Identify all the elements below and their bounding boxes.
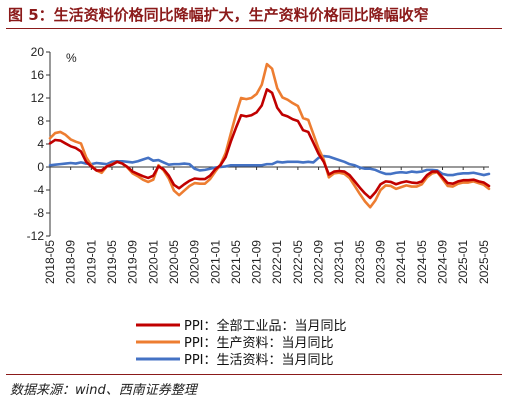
x-tick-label: 2020-09 <box>188 240 202 284</box>
data-source-note: 数据来源：wind、西南证券整理 <box>10 383 197 398</box>
y-tick-label: 0 <box>37 160 44 174</box>
x-tick-label: 2018-05 <box>43 240 57 284</box>
x-tick-label: 2024-01 <box>394 240 408 284</box>
y-tick-label: 8 <box>37 114 44 128</box>
y-tick-label: -4 <box>33 183 44 197</box>
x-tick-label: 2021-01 <box>208 240 222 284</box>
x-tick-label: 2023-05 <box>353 240 367 284</box>
y-tick-label: -8 <box>33 206 44 220</box>
y-unit-label: % <box>66 51 77 65</box>
x-tick-label: 2023-09 <box>374 240 388 284</box>
series-line-0 <box>48 88 491 200</box>
x-tick-label: 2021-05 <box>229 240 243 284</box>
y-tick-label: -12 <box>27 229 45 243</box>
x-tick-label: 2020-05 <box>167 240 181 284</box>
y-tick-label: 4 <box>37 137 44 151</box>
x-tick-label: 2022-05 <box>291 240 305 284</box>
series-line-2 <box>48 154 491 177</box>
x-tick-label: 2019-05 <box>105 240 119 284</box>
y-tick-label: 12 <box>31 91 45 105</box>
x-tick-label: 2024-05 <box>415 240 429 284</box>
x-tick-label: 2021-09 <box>250 240 264 284</box>
x-tick-label: 2025-01 <box>456 240 470 284</box>
x-tick-label: 2025-05 <box>477 240 491 284</box>
chart-series-lines <box>48 62 491 209</box>
x-tick-label: 2024-09 <box>436 240 450 284</box>
x-tick-label: 2019-01 <box>84 240 98 284</box>
legend-label-2: PPI：生活资料：当月同比 <box>184 353 334 368</box>
x-tick-label: 2022-01 <box>270 240 284 284</box>
x-tick-label: 2020-01 <box>146 240 160 284</box>
legend-label-0: PPI：全部工业品：当月同比 <box>184 318 347 334</box>
x-tick-label: 2022-09 <box>312 240 326 284</box>
y-tick-label: 20 <box>31 45 45 59</box>
figure-title: 图 5：生活资料价格同比降幅扩大，生产资料价格同比降幅收窄 <box>8 6 429 24</box>
x-tick-label: 2018-09 <box>64 240 78 284</box>
x-tick-label: 2023-01 <box>332 240 346 284</box>
legend-label-1: PPI：生产资料：当月同比 <box>184 336 334 351</box>
x-tick-label: 2019-09 <box>126 240 140 284</box>
series-line-1 <box>48 62 491 209</box>
y-tick-label: 16 <box>31 68 45 82</box>
chart-legend: PPI：全部工业品：当月同比 PPI：生产资料：当月同比 PPI：生活资料：当月同比 <box>136 318 347 368</box>
footer-divider <box>6 374 502 375</box>
title-divider <box>6 28 502 29</box>
